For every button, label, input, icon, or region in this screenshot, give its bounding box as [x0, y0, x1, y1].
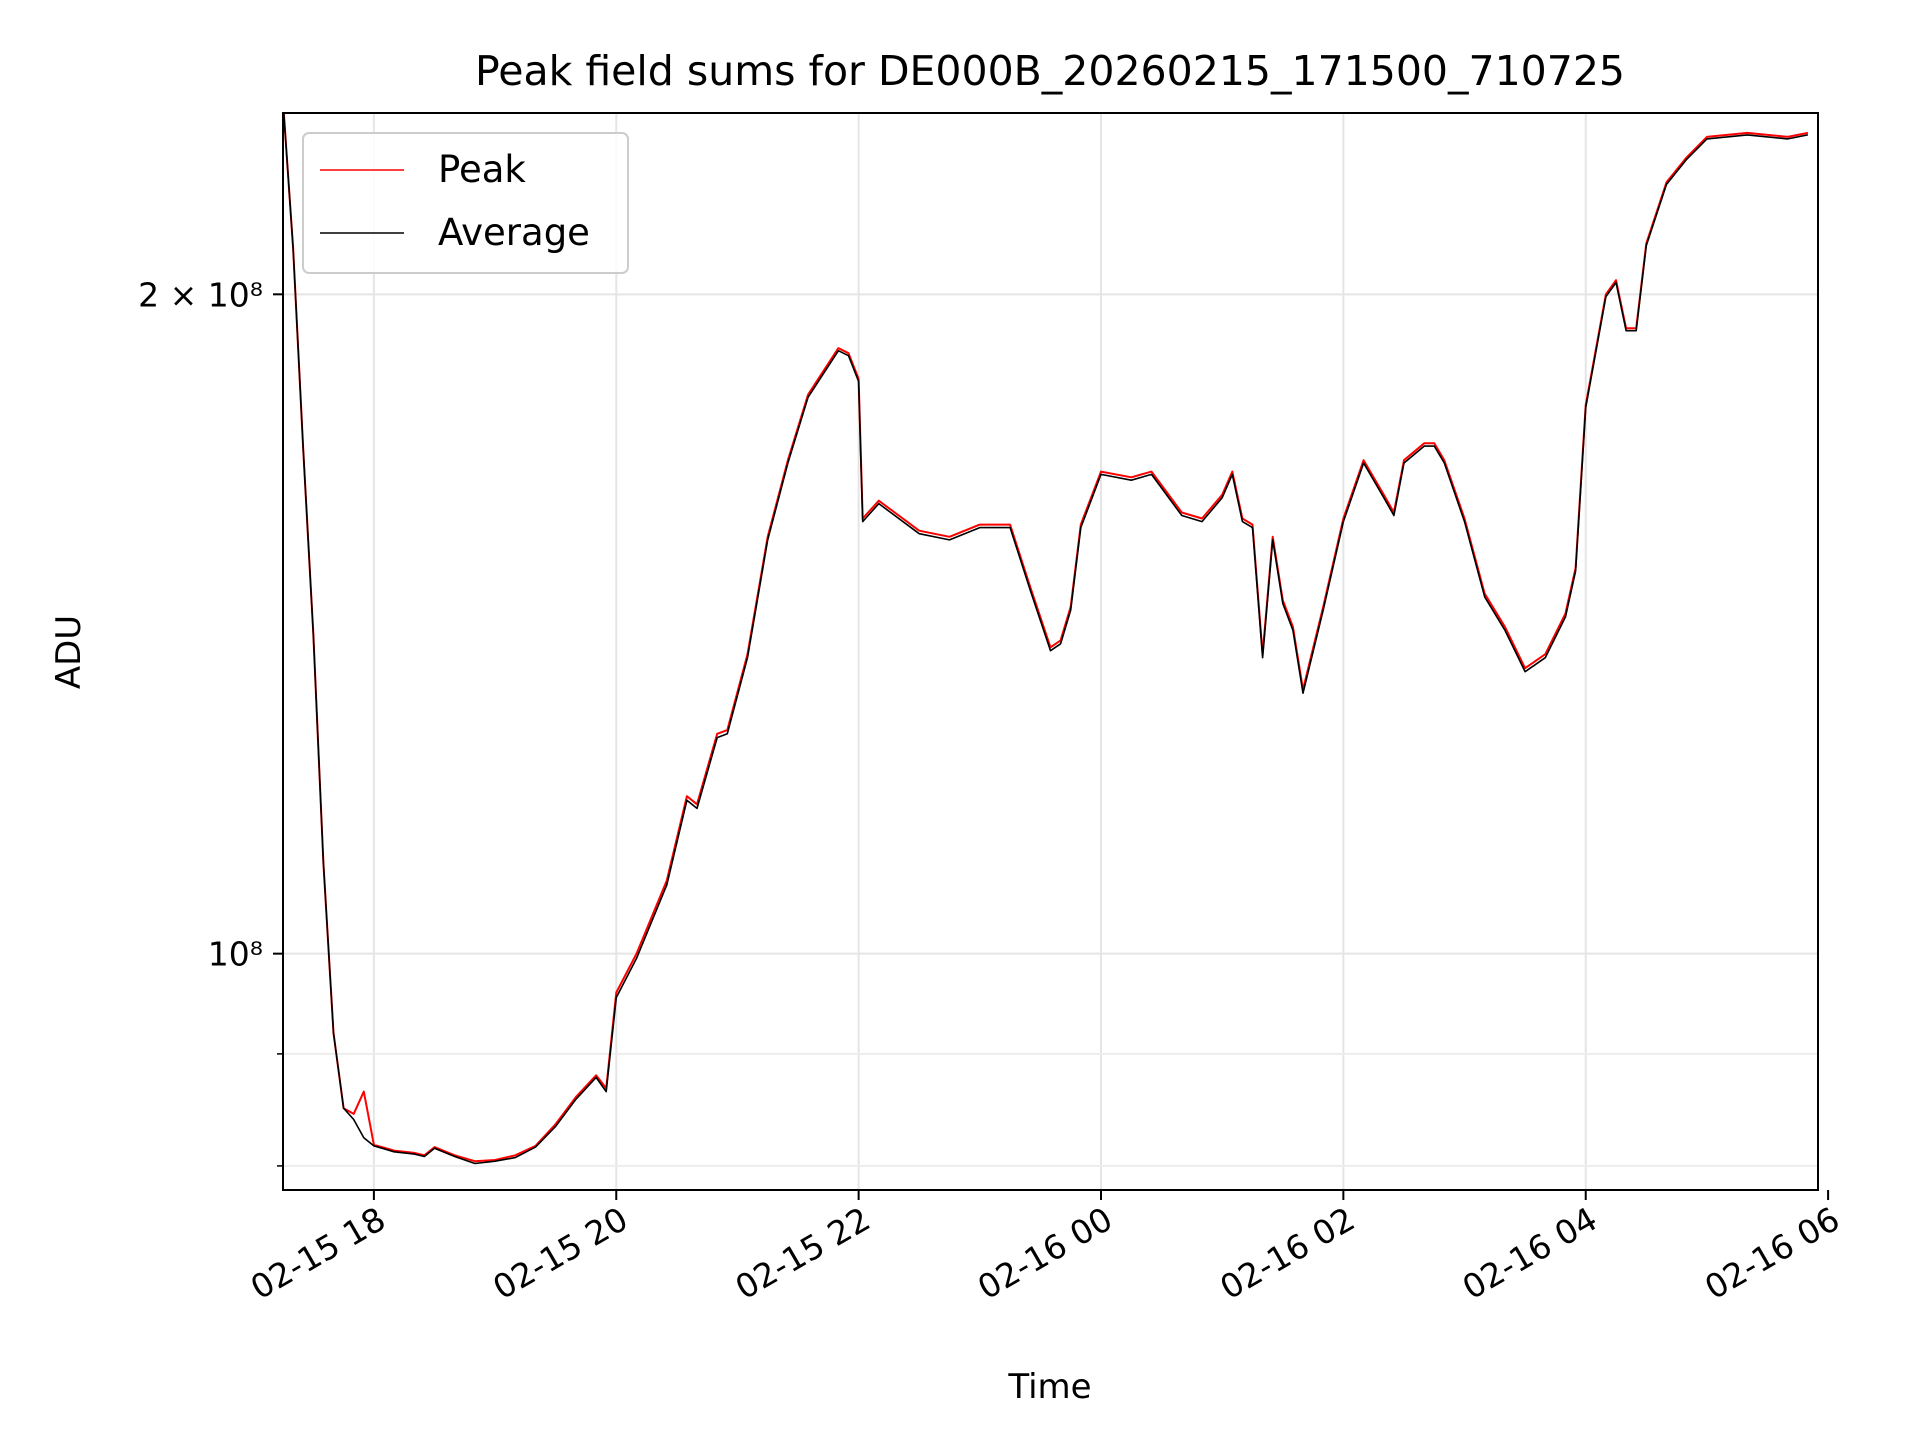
series-layer	[283, 113, 1809, 1165]
legend-label-average: Average	[438, 211, 590, 254]
legend-label-peak: Peak	[438, 148, 526, 191]
chart-title: Peak field sums for DE000B_20260215_1715…	[475, 47, 1625, 95]
legend-box	[302, 132, 629, 274]
y-tick-label: 10⁸	[208, 935, 263, 974]
legend: Peak Average	[302, 132, 629, 274]
series-line-average	[283, 113, 1809, 1165]
plot-frame	[282, 112, 1819, 1191]
series-line-peak	[283, 113, 1809, 1163]
grid	[283, 113, 1818, 1190]
x-axis-label: Time	[1007, 1367, 1091, 1407]
y-tick-label: 2 × 10⁸	[138, 275, 263, 314]
y-axis-label: ADU	[49, 615, 89, 689]
